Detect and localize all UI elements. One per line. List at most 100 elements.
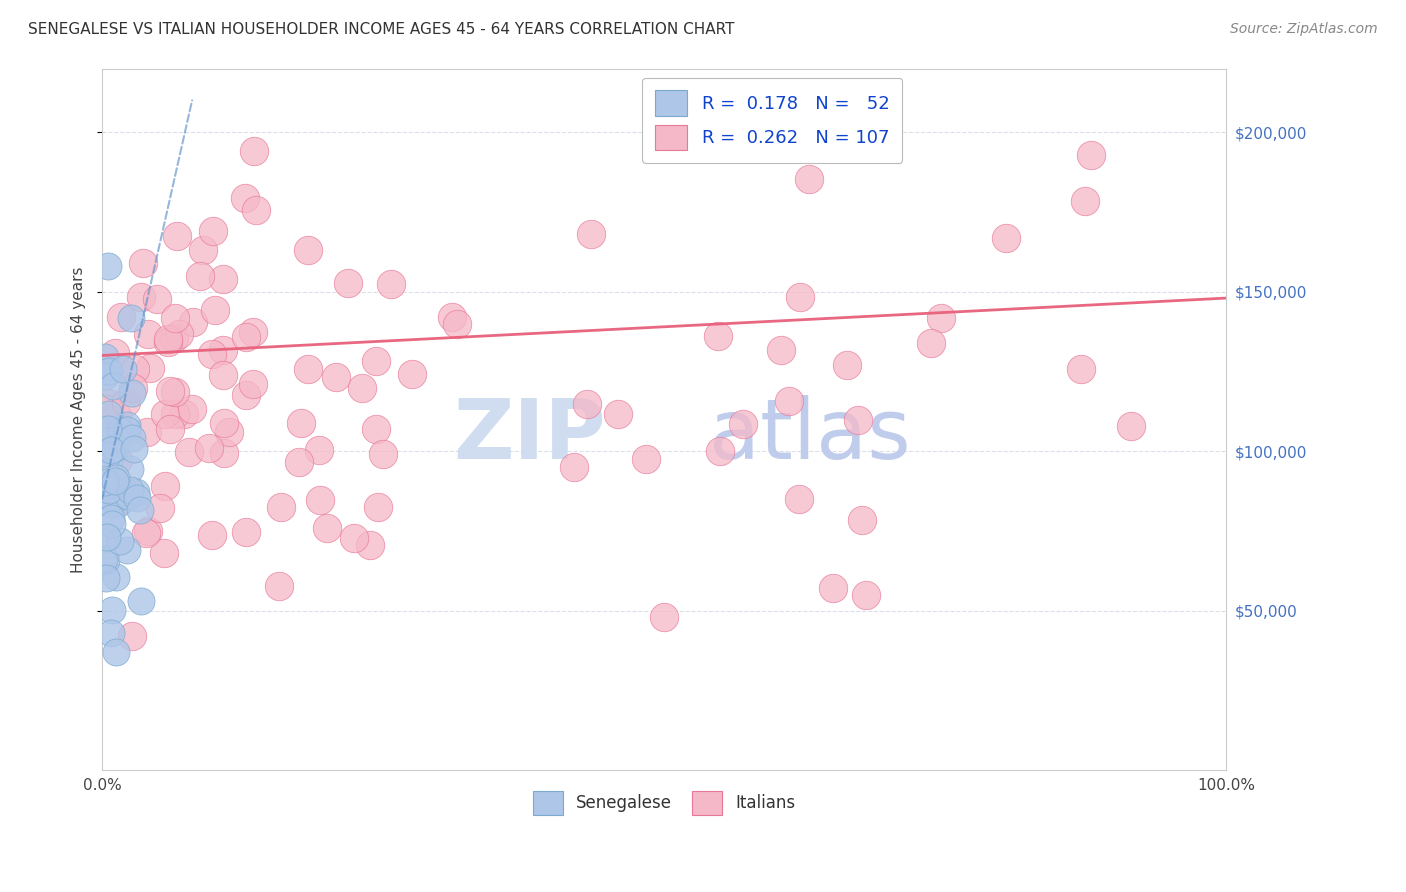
Point (366, 422, 388, 436)
Point (851, 513, 873, 527)
Point (579, 227, 602, 242)
Text: atlas: atlas (709, 394, 911, 475)
Point (91, 479, 114, 493)
Point (183, 315, 205, 329)
Point (778, 393, 800, 408)
Point (94, 368, 117, 383)
Point (156, 335, 179, 350)
Point (117, 490, 139, 504)
Point (97, 259, 120, 273)
Point (169, 327, 191, 342)
Point (270, 500, 292, 514)
Y-axis label: Householder Income Ages 45 - 64 years: Householder Income Ages 45 - 64 years (72, 266, 86, 573)
Point (204, 302, 226, 317)
Point (212, 445, 235, 459)
Point (297, 244, 319, 258)
Point (212, 343, 235, 357)
Point (105, 470, 128, 484)
Point (211, 368, 233, 383)
Point (787, 141, 810, 155)
Point (97, 364, 120, 378)
Point (101, 516, 124, 531)
Point (93, 552, 115, 566)
Point (108, 495, 131, 509)
Point (166, 229, 188, 244)
Point (309, 493, 332, 508)
Point (124, 362, 146, 376)
Point (153, 546, 176, 560)
Text: ZIP: ZIP (453, 394, 606, 475)
Point (129, 502, 152, 516)
Point (201, 347, 224, 361)
Point (212, 416, 235, 430)
Point (562, 460, 585, 475)
Point (1074, 194, 1097, 209)
Point (636, 452, 658, 467)
Point (101, 476, 124, 491)
Point (787, 491, 810, 506)
Point (243, 144, 266, 158)
Point (103, 346, 125, 360)
Point (163, 331, 186, 345)
Point (107, 453, 129, 467)
Point (104, 474, 127, 488)
Point (336, 276, 359, 290)
Point (100, 511, 122, 525)
Point (191, 243, 214, 257)
Point (1070, 362, 1092, 376)
Point (104, 441, 127, 455)
Point (235, 388, 257, 402)
Point (105, 409, 128, 423)
Point (94, 351, 117, 365)
Legend: Senegalese, Italians: Senegalese, Italians (523, 781, 806, 825)
Point (188, 268, 211, 283)
Point (98, 491, 121, 506)
Point (97, 395, 120, 409)
Point (118, 462, 141, 476)
Point (131, 290, 153, 304)
Point (115, 394, 138, 409)
Point (709, 444, 731, 458)
Point (96, 532, 118, 546)
Point (380, 277, 402, 291)
Point (201, 224, 224, 238)
Point (770, 343, 793, 358)
Point (1119, 419, 1142, 434)
Point (104, 570, 127, 584)
Point (110, 534, 132, 549)
Point (149, 500, 172, 515)
Point (159, 384, 181, 399)
Point (96, 530, 118, 544)
Point (367, 500, 389, 514)
Point (401, 368, 423, 382)
Point (352, 380, 374, 394)
Point (121, 629, 143, 643)
Point (146, 293, 169, 307)
Point (121, 381, 143, 395)
Point (121, 431, 143, 445)
Point (115, 423, 138, 437)
Point (652, 610, 675, 624)
Point (96, 365, 118, 379)
Point (212, 272, 235, 286)
Point (125, 484, 148, 499)
Point (575, 397, 598, 411)
Point (98, 452, 121, 467)
Point (173, 408, 195, 422)
Point (364, 354, 387, 368)
Point (315, 521, 337, 535)
Point (91, 446, 114, 460)
Point (821, 581, 844, 595)
Point (98, 407, 121, 421)
Point (218, 425, 240, 439)
Point (129, 594, 152, 608)
Point (359, 538, 381, 552)
Point (855, 588, 877, 602)
Point (308, 443, 330, 458)
Point (846, 413, 869, 427)
Point (96, 553, 118, 567)
Point (124, 442, 146, 457)
Point (245, 202, 267, 217)
Point (111, 362, 134, 376)
Point (153, 407, 176, 421)
